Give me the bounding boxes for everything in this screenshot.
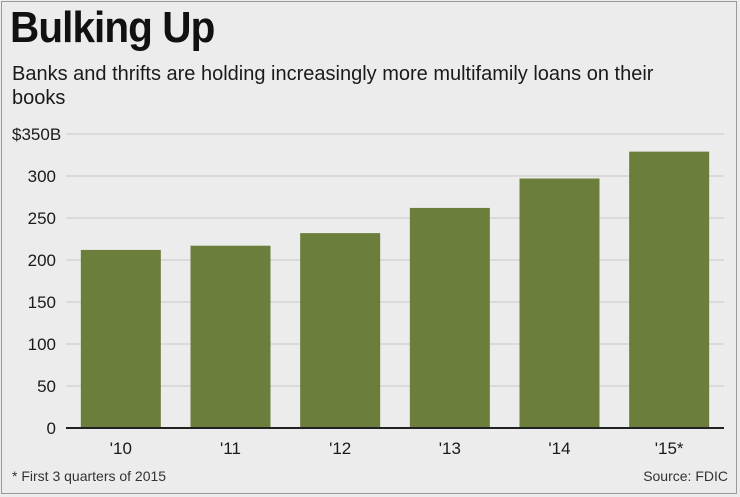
chart-title: Bulking Up	[10, 3, 215, 52]
x-tick-label: '14	[548, 439, 570, 458]
x-tick-label: '12	[329, 439, 351, 458]
bars	[80, 151, 710, 428]
bar	[80, 249, 161, 428]
x-tick-label: '15*	[655, 439, 684, 458]
x-tick-label: '11	[220, 439, 241, 458]
y-axis-tick-labels: 0 50 100 150 200 250 300 $350B	[12, 125, 61, 438]
y-tick-label: 0	[47, 419, 56, 438]
y-tick-label: 100	[28, 335, 56, 354]
y-tick-label: 50	[37, 377, 56, 396]
footnote: * First 3 quarters of 2015	[12, 468, 167, 484]
y-tick-label: 150	[28, 293, 56, 312]
y-tick-label: 250	[28, 209, 56, 228]
x-tick-label: '13	[439, 439, 461, 458]
bar	[409, 207, 490, 428]
gridlines	[66, 133, 724, 387]
y-tick-label: $350B	[12, 125, 61, 144]
y-tick-label: 200	[28, 251, 56, 270]
bar	[629, 151, 710, 428]
bar	[190, 245, 271, 428]
x-axis-tick-labels: '10 '11 '12 '13 '14 '15*	[110, 439, 684, 458]
bar	[300, 233, 381, 428]
x-tick-label: '10	[110, 439, 132, 458]
chart-subtitle: Banks and thrifts are holding increasing…	[12, 63, 654, 109]
source-note: Source: FDIC	[643, 468, 728, 484]
y-tick-label: 300	[28, 167, 56, 186]
bar	[519, 178, 600, 428]
